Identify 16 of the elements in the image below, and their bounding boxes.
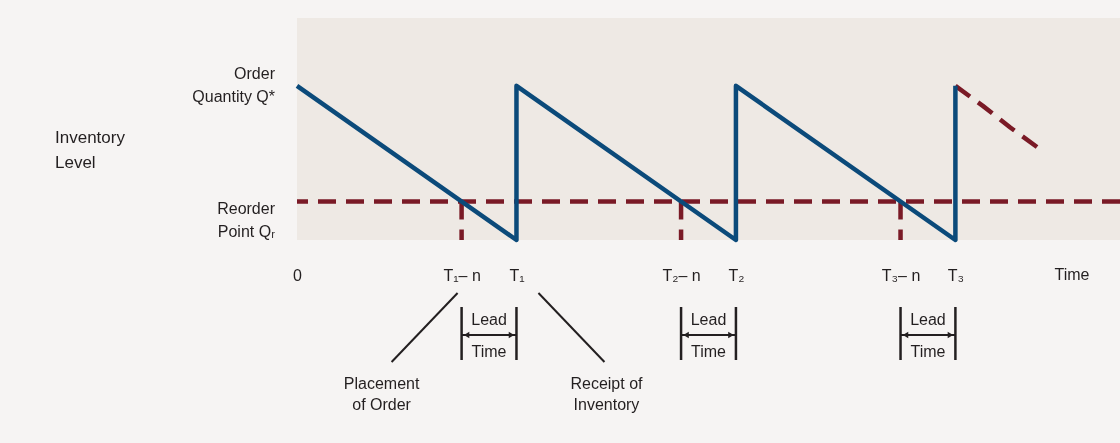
text: Lead Time (471, 311, 507, 360)
x-tick-label: T₂ (728, 266, 745, 284)
text: Inventory Level (55, 127, 126, 172)
x-tick-label: T₃– n (881, 266, 921, 284)
text: Receipt of Inventory (570, 375, 644, 413)
text: Lead Time (690, 311, 727, 360)
x-tick-label: T₃ (947, 266, 965, 284)
ref-line-label: Reorder Point Qᵣ (217, 200, 276, 241)
x-tick-label: T₂– n (662, 266, 701, 284)
x-axis-title: Time (1054, 266, 1090, 283)
x-tick-label: T₁– n (443, 266, 481, 284)
text: Lead Time (910, 311, 946, 360)
x-tick-label: 0 (293, 266, 303, 284)
x-tick-label: T₁ (509, 266, 525, 284)
annotation: Order Quantity Q* (192, 65, 276, 106)
text: Placement of Order (343, 375, 420, 413)
